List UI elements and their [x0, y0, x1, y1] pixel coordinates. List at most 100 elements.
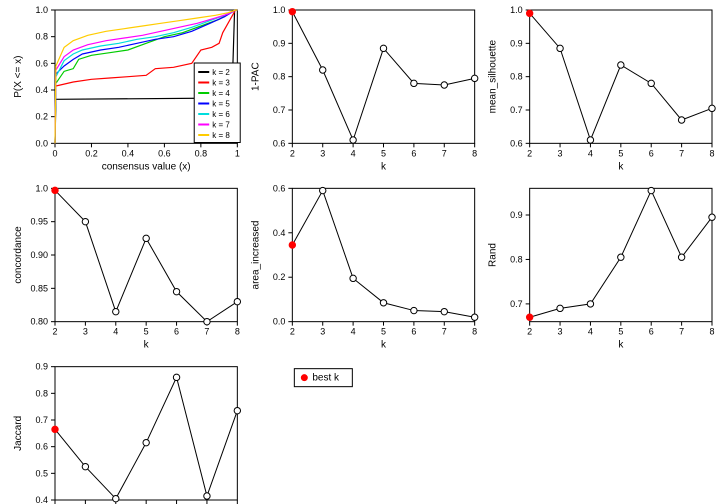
- ylabel: Jaccard: [13, 416, 24, 451]
- ytick-label: 0.9: [510, 38, 523, 48]
- xtick-label: 8: [709, 327, 714, 337]
- metric-point: [350, 137, 356, 143]
- xtick-label: 7: [442, 327, 447, 337]
- ytick-label: 0.7: [35, 415, 48, 425]
- metric-point: [380, 300, 386, 306]
- xtick-label: 6: [649, 327, 654, 337]
- metric-point: [526, 314, 532, 320]
- xtick-label: 8: [235, 327, 240, 337]
- ytick-label: 0.8: [273, 72, 286, 82]
- legend-label: k = 7: [212, 121, 230, 130]
- panel: 00.20.40.60.810.00.20.40.60.81.0consensu…: [13, 5, 240, 172]
- xtick-label: 5: [144, 327, 149, 337]
- metric-point: [441, 308, 447, 314]
- xtick-label: 8: [472, 327, 477, 337]
- ytick-label: 0.8: [510, 72, 523, 82]
- metric-point: [52, 426, 58, 432]
- metric-point: [143, 439, 149, 445]
- xtick-label: 4: [351, 327, 356, 337]
- metric-point: [204, 318, 210, 324]
- metric-point: [587, 301, 593, 307]
- metric-point: [441, 82, 447, 88]
- metric-point: [618, 254, 624, 260]
- xtick-label: 2: [290, 327, 295, 337]
- metric-point: [648, 80, 654, 86]
- metric-point: [173, 374, 179, 380]
- xlabel: k: [144, 340, 150, 351]
- xtick-label: 2: [290, 148, 295, 158]
- panel: 23456780.60.70.80.91.0kmean_silhouette: [488, 5, 716, 172]
- ytick-label: 1.0: [273, 5, 286, 15]
- metric-point: [648, 187, 654, 193]
- ytick-label: 0.9: [273, 38, 286, 48]
- metric-point: [557, 305, 563, 311]
- legend-label: k = 5: [212, 100, 230, 109]
- metric-point: [113, 308, 119, 314]
- metric-point: [380, 45, 386, 51]
- xlabel: k: [381, 340, 387, 351]
- ytick-label: 0.6: [273, 183, 286, 193]
- metric-point: [678, 117, 684, 123]
- xtick-label: 4: [351, 148, 356, 158]
- ytick-label: 0.6: [35, 58, 48, 68]
- ylabel: area_increased: [250, 221, 261, 290]
- metric-line: [55, 377, 237, 498]
- ytick-label: 0.7: [510, 105, 523, 115]
- ytick-label: 1.0: [35, 183, 48, 193]
- ytick-label: 0.0: [35, 138, 48, 148]
- metric-point: [471, 75, 477, 81]
- metric-point: [350, 275, 356, 281]
- xtick-label: 3: [558, 148, 563, 158]
- legend-label: k = 4: [212, 89, 230, 98]
- ytick-label: 0.95: [30, 217, 48, 227]
- ecdf-legend: k = 2k = 3k = 4k = 5k = 6k = 7k = 8: [194, 63, 240, 143]
- metric-point: [289, 242, 295, 248]
- ytick-label: 0.9: [510, 210, 523, 220]
- xtick-label: 7: [679, 327, 684, 337]
- xtick-label: 5: [618, 327, 623, 337]
- panel: 23456780.40.50.60.70.80.9kJaccard: [13, 362, 241, 504]
- xtick-label: 6: [411, 148, 416, 158]
- xlabel: consensus value (x): [102, 161, 191, 172]
- ytick-label: 0.4: [273, 228, 286, 238]
- metric-point: [52, 187, 58, 193]
- xtick-label: 0.4: [122, 148, 135, 158]
- metric-point: [618, 62, 624, 68]
- xtick-label: 4: [113, 327, 118, 337]
- legend-label: k = 6: [212, 110, 230, 119]
- xtick-label: 5: [618, 148, 623, 158]
- ytick-label: 0.8: [35, 388, 48, 398]
- metric-point: [587, 137, 593, 143]
- metric-point: [82, 218, 88, 224]
- ylabel: Rand: [488, 243, 499, 267]
- bestk-legend: best k: [294, 369, 352, 387]
- xtick-label: 3: [320, 327, 325, 337]
- metric-point: [234, 407, 240, 413]
- bestk-label: best k: [312, 373, 340, 384]
- metric-point: [204, 493, 210, 499]
- ytick-label: 0.7: [273, 105, 286, 115]
- metric-point: [709, 214, 715, 220]
- xtick-label: 4: [588, 148, 593, 158]
- ytick-label: 0.7: [510, 299, 523, 309]
- xtick-label: 4: [588, 327, 593, 337]
- ytick-label: 0.4: [35, 495, 48, 504]
- ytick-label: 0.6: [35, 442, 48, 452]
- xtick-label: 5: [381, 327, 386, 337]
- metric-point: [234, 298, 240, 304]
- metric-point: [678, 254, 684, 260]
- xtick-label: 7: [204, 327, 209, 337]
- metric-point: [289, 8, 295, 14]
- xtick-label: 2: [52, 327, 57, 337]
- xtick-label: 7: [442, 148, 447, 158]
- ytick-label: 0.0: [273, 317, 286, 327]
- ytick-label: 0.2: [273, 272, 286, 282]
- ytick-label: 1.0: [510, 5, 523, 15]
- metric-line: [292, 12, 474, 140]
- xlabel: k: [618, 161, 624, 172]
- metric-line: [55, 190, 237, 321]
- xtick-label: 0: [52, 148, 57, 158]
- ytick-label: 1.0: [35, 5, 48, 15]
- xlabel: k: [381, 161, 387, 172]
- xtick-label: 0.6: [158, 148, 171, 158]
